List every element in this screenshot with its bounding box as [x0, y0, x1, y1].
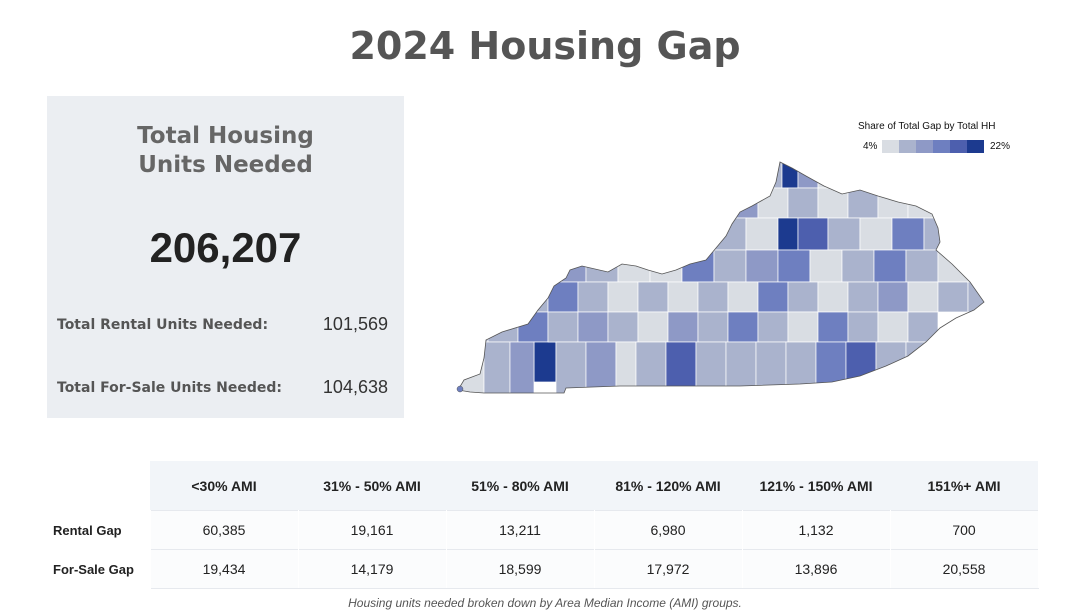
rental-units-value: 101,569: [322, 314, 388, 334]
summary-heading-line2: Units Needed: [138, 152, 313, 178]
column-header: 51% - 80% AMI: [446, 461, 594, 511]
legend-max-label: 22%: [990, 141, 1011, 152]
summary-panel: Total Housing Units Needed 206,207 Total…: [47, 96, 404, 418]
legend-swatch: [916, 140, 933, 153]
table-header-row: <30% AMI 31% - 50% AMI 51% - 80% AMI 81%…: [40, 461, 1038, 511]
table-cell: 13,211: [446, 510, 595, 550]
table-cell: 14,179: [298, 549, 447, 589]
summary-heading: Total Housing Units Needed: [47, 122, 404, 180]
table-cell: 13,896: [742, 549, 891, 589]
table-cell: 20,558: [890, 549, 1039, 589]
column-header: <30% AMI: [150, 461, 298, 511]
table-cell: 700: [890, 510, 1039, 550]
legend-swatch: [950, 140, 967, 153]
page-title: 2024 Housing Gap: [349, 24, 741, 68]
table-cell: 17,972: [594, 549, 743, 589]
legend-title: Share of Total Gap by Total HH: [858, 121, 996, 132]
western-exclave: [456, 385, 464, 393]
county-cells: [458, 162, 984, 393]
legend-swatch: [899, 140, 916, 153]
kentucky-choropleth-map: [440, 110, 1050, 410]
forsale-units-label: Total For-Sale Units Needed:: [57, 380, 283, 396]
ami-gap-table: <30% AMI 31% - 50% AMI 51% - 80% AMI 81%…: [40, 461, 1039, 589]
column-header: 81% - 120% AMI: [594, 461, 742, 511]
map-svg: [456, 161, 985, 394]
total-units-value: 206,207: [149, 224, 302, 271]
legend-color-scale: [882, 140, 984, 153]
table-corner: [40, 461, 150, 511]
row-label: For-Sale Gap: [40, 549, 151, 589]
row-label: Rental Gap: [40, 510, 151, 550]
state-outline: [457, 161, 985, 394]
table-cell: 60,385: [150, 510, 299, 550]
summary-heading-line1: Total Housing: [137, 123, 314, 149]
table-cell: 18,599: [446, 549, 595, 589]
column-header: 31% - 50% AMI: [298, 461, 446, 511]
table-cell: 19,161: [298, 510, 447, 550]
table-row-forsale-gap: For-Sale Gap 19,434 14,179 18,599 17,972…: [40, 549, 1039, 589]
table-caption: Housing units needed broken down by Area…: [348, 596, 742, 610]
map-legend: Share of Total Gap by Total HH 4% 22%: [858, 121, 1028, 153]
legend-swatch: [967, 140, 984, 153]
rental-units-label: Total Rental Units Needed:: [57, 317, 269, 333]
table-cell: 1,132: [742, 510, 891, 550]
legend-swatch: [933, 140, 950, 153]
column-header: 151%+ AMI: [890, 461, 1038, 511]
forsale-units-value: 104,638: [322, 377, 388, 397]
table-cell: 6,980: [594, 510, 743, 550]
table-row-rental-gap: Rental Gap 60,385 19,161 13,211 6,980 1,…: [40, 510, 1039, 550]
legend-min-label: 4%: [863, 141, 878, 152]
column-header: 121% - 150% AMI: [742, 461, 890, 511]
table-cell: 19,434: [150, 549, 299, 589]
legend-swatch: [882, 140, 899, 153]
